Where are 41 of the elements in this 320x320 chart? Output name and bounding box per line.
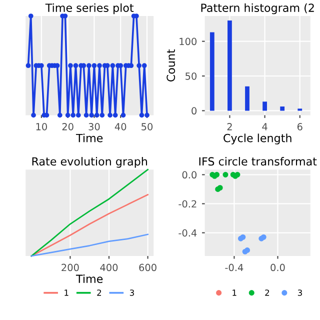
y-tick-label: -0.4 [178, 229, 197, 237]
x-tick-label: 0.0 [270, 264, 285, 272]
y-tick-label: -0.2 [178, 200, 196, 208]
bar [280, 106, 285, 111]
legend-label: 2 [97, 290, 101, 296]
point [222, 172, 228, 178]
bar [210, 32, 214, 111]
bar [245, 86, 250, 111]
x-tick-label: 200 [62, 264, 79, 272]
y-tick-label: 50 [186, 72, 197, 80]
x-tick-label: 4 [262, 123, 268, 130]
legend-label: 3 [298, 290, 302, 296]
x-tick-label: 30 [88, 123, 100, 130]
x-tick-label: 50 [142, 123, 153, 130]
x-axis-title: Time [76, 134, 103, 142]
x-tick-label: -0.4 [225, 264, 244, 272]
point [240, 234, 246, 240]
chart-title: IFS circle transformat [199, 156, 317, 166]
chart-title: Pattern histogram (2 [201, 3, 314, 14]
chart-title: Time series plot [45, 3, 134, 14]
bar [262, 102, 267, 111]
y-tick-label: 100 [180, 38, 197, 46]
point [244, 247, 250, 253]
x-tick-label: 2 [227, 123, 232, 130]
x-axis-title: Time [76, 274, 103, 284]
legend-label: 1 [64, 290, 68, 296]
y-axis-title: Count [166, 49, 176, 82]
x-tick-label: 40 [114, 123, 126, 130]
x-axis-title: Cycle length [224, 134, 292, 144]
legend-label: 3 [130, 290, 134, 296]
chart-title: Rate evolution graph [32, 156, 147, 168]
legend-label: 1 [232, 290, 236, 296]
y-tick-label: 0 [192, 107, 197, 115]
x-tick-label: 20 [62, 123, 74, 130]
bar [228, 20, 232, 111]
legend-label: 2 [265, 290, 269, 296]
y-tick-label: 0.0 [182, 171, 197, 179]
x-tick-label: 400 [100, 264, 118, 272]
x-tick-label: 6 [297, 123, 302, 130]
x-tick-label: 10 [36, 123, 47, 130]
x-tick-label: 600 [139, 264, 156, 272]
